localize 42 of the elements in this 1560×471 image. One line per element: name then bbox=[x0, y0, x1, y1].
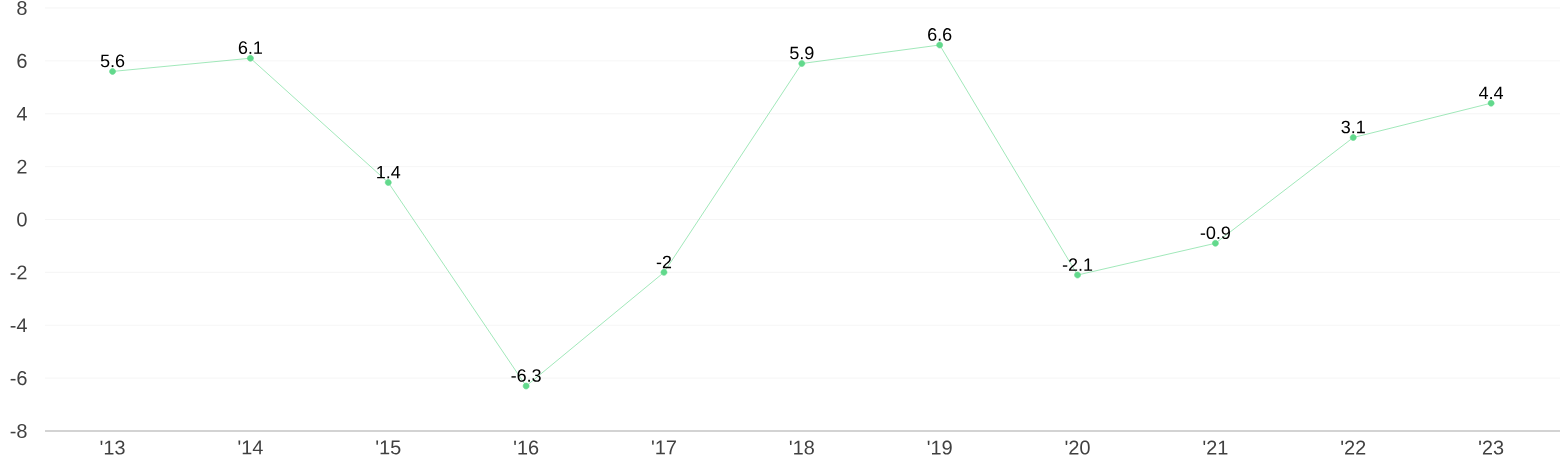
y-tick-label: -2 bbox=[10, 265, 27, 280]
point bbox=[522, 382, 530, 390]
y-tick-label: -6 bbox=[10, 371, 27, 386]
data-label: 6.6 bbox=[928, 28, 952, 41]
x-tick-label: '23 bbox=[1479, 440, 1504, 455]
point bbox=[1212, 239, 1219, 247]
x-tick-label: '14 bbox=[238, 440, 263, 455]
data-label: 5.9 bbox=[790, 46, 814, 60]
y-tick-label: -4 bbox=[10, 318, 27, 333]
y-tick-label: 0 bbox=[17, 212, 27, 227]
data-label: -0.9 bbox=[1200, 226, 1230, 240]
point bbox=[1074, 271, 1081, 279]
y-tick-label: 8 bbox=[17, 0, 27, 16]
x-tick-label: '19 bbox=[927, 440, 952, 455]
y-tick-label: 2 bbox=[17, 159, 27, 174]
data-label: 6.1 bbox=[238, 41, 262, 55]
point bbox=[384, 179, 392, 186]
point bbox=[109, 68, 116, 75]
y-tick-label: 6 bbox=[17, 53, 27, 68]
point bbox=[660, 269, 668, 276]
data-label: 5.6 bbox=[100, 54, 125, 68]
point bbox=[798, 60, 806, 67]
point bbox=[936, 41, 943, 49]
data-label: 3.1 bbox=[1341, 120, 1365, 134]
x-tick-label: '13 bbox=[100, 440, 125, 455]
data-label: -2 bbox=[656, 255, 672, 269]
point bbox=[1487, 99, 1495, 107]
data-label: -6.3 bbox=[511, 369, 541, 382]
data-label: 4.4 bbox=[1479, 86, 1504, 99]
y-tick-label: 4 bbox=[16, 106, 27, 121]
y-tick-label: -8 bbox=[10, 423, 27, 439]
x-tick-label: '17 bbox=[652, 440, 676, 455]
data-label: 1.4 bbox=[377, 165, 401, 179]
x-tick-label: '20 bbox=[1065, 440, 1090, 455]
x-tick-label: '18 bbox=[789, 440, 814, 455]
x-tick-label: '15 bbox=[376, 440, 401, 455]
x-tick-label: '16 bbox=[514, 440, 539, 455]
x-tick-label: '21 bbox=[1203, 440, 1228, 455]
x-tick-label: '22 bbox=[1341, 440, 1366, 455]
point bbox=[247, 54, 254, 62]
point bbox=[1349, 134, 1357, 141]
data-label: -2.1 bbox=[1062, 258, 1093, 271]
